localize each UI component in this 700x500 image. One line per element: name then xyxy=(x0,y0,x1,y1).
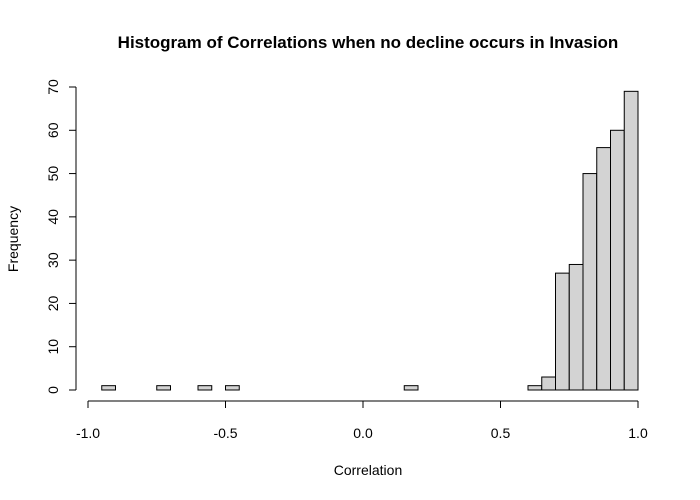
histogram-bar-10 xyxy=(596,147,611,391)
y-tick-label: 10 xyxy=(45,339,61,355)
histogram-bar-4 xyxy=(403,385,419,391)
y-tick-label: 70 xyxy=(45,79,61,95)
x-tick-label: -0.5 xyxy=(213,425,237,441)
histogram-bar-7 xyxy=(555,272,570,391)
histogram-bar-3 xyxy=(225,385,240,391)
x-tick-label: 0.5 xyxy=(491,425,511,441)
x-axis: -1.0 -0.5 0.0 0.5 1.0 xyxy=(76,400,648,441)
x-tick-label: 0.0 xyxy=(353,425,373,441)
histogram-bar-0 xyxy=(101,385,116,391)
histogram-bar-11 xyxy=(610,129,625,391)
chart-title: Histogram of Correlations when no declin… xyxy=(118,33,619,52)
y-tick-label: 50 xyxy=(45,166,61,182)
histogram-bar-12 xyxy=(623,90,639,391)
y-tick-label: 60 xyxy=(45,122,61,138)
x-tick-label: -1.0 xyxy=(76,425,100,441)
y-axis-label: Frequency xyxy=(5,206,21,272)
x-axis-label: Correlation xyxy=(334,462,402,478)
y-axis: 0 10 20 30 40 50 60 70 xyxy=(45,79,77,394)
x-tick-label: 1.0 xyxy=(628,425,648,441)
histogram-bar-1 xyxy=(156,385,171,391)
histogram-bar-5 xyxy=(527,385,543,391)
y-tick-label: 0 xyxy=(45,386,61,394)
histogram-bar-2 xyxy=(197,385,213,391)
y-tick-label: 20 xyxy=(45,295,61,311)
histogram-bar-8 xyxy=(568,263,584,391)
y-tick-label: 30 xyxy=(45,252,61,268)
histogram-bar-6 xyxy=(541,376,556,391)
y-tick-label: 40 xyxy=(45,209,61,225)
histogram-bar-9 xyxy=(582,173,598,391)
bars-group xyxy=(101,90,639,391)
